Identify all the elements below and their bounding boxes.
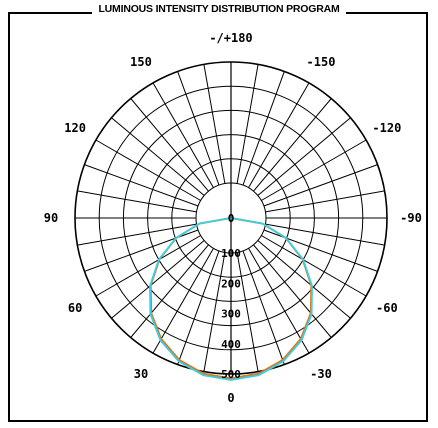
grid-spoke	[177, 71, 220, 186]
grid-spoke	[95, 235, 201, 297]
grid-spoke	[111, 117, 205, 196]
grid-spoke	[265, 190, 385, 213]
grid-spoke	[203, 64, 226, 184]
radial-tick-label: 200	[221, 277, 241, 290]
angle-label: 150	[130, 55, 152, 69]
axis-labels: -/+180 150 -150 120 -120 90 -90 60 -60 30 -30 0 0 100…	[44, 31, 422, 405]
distribution-curves	[149, 217, 313, 381]
angle-label: 60	[68, 301, 82, 315]
grid-spoke	[248, 82, 310, 188]
angle-label: -30	[310, 367, 332, 381]
grid-spoke	[261, 235, 367, 297]
radial-tick-label: 400	[221, 338, 241, 351]
grid-spoke	[203, 252, 226, 372]
grid-spoke	[265, 223, 385, 246]
radial-tick-label: 300	[221, 308, 241, 321]
grid-spoke	[242, 250, 285, 365]
grid-spoke	[261, 139, 367, 201]
grid-spoke	[152, 82, 214, 188]
grid-spoke	[77, 223, 197, 246]
radial-tick-label: 100	[221, 247, 241, 260]
grid-spoke	[257, 117, 351, 196]
grid-spoke	[84, 164, 199, 207]
grid-spoke	[77, 190, 197, 213]
angle-label: 30	[134, 367, 148, 381]
grid-spoke	[263, 164, 378, 207]
polar-grid	[74, 61, 388, 375]
angle-label: -150	[307, 55, 336, 69]
radial-tick-label: 500	[221, 368, 241, 381]
grid-spoke	[257, 240, 351, 319]
series-curve-2	[149, 217, 313, 381]
chart-title-wrap: LUMINOUS INTENSITY DISTRIBUTION PROGRAM	[0, 3, 438, 15]
grid-spoke	[236, 64, 259, 184]
grid-spoke	[242, 71, 285, 186]
grid-spoke	[95, 139, 201, 201]
grid-spoke	[152, 248, 214, 354]
angle-label: -/+180	[209, 31, 252, 45]
grid-spoke	[130, 244, 209, 338]
grid-spoke	[111, 240, 205, 319]
grid-spoke	[236, 252, 259, 372]
radial-tick-label: 0	[228, 212, 235, 225]
angle-label: 90	[44, 211, 58, 225]
grid-spoke	[130, 98, 209, 192]
grid-spoke	[177, 250, 220, 365]
angle-label: -90	[400, 211, 422, 225]
grid-spoke	[253, 98, 332, 192]
angle-label: 0	[227, 391, 234, 405]
grid-spoke	[253, 244, 332, 338]
angle-label: -60	[376, 301, 398, 315]
angle-label: -120	[372, 121, 401, 135]
angle-label: 120	[64, 121, 86, 135]
chart-title: LUMINOUS INTENSITY DISTRIBUTION PROGRAM	[92, 3, 346, 15]
grid-spoke	[248, 248, 310, 354]
